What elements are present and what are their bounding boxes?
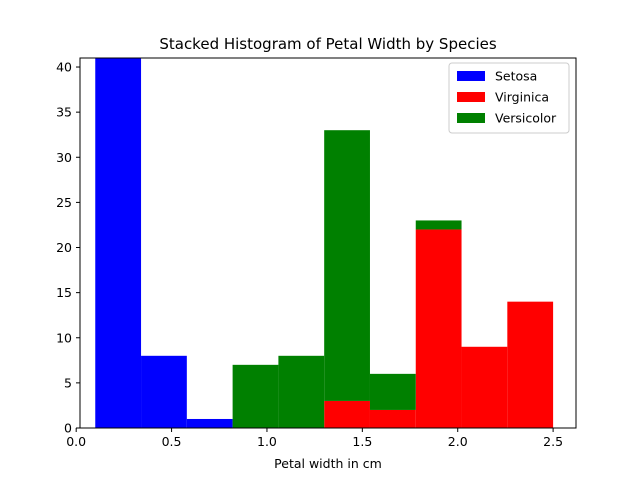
x-tick-label: 1.5 — [352, 434, 372, 449]
y-tick-label: 30 — [56, 150, 72, 165]
bar-versicolor-4 — [278, 355, 325, 428]
x-tick-label: 2.0 — [448, 434, 468, 449]
bar-virginica-5 — [324, 400, 370, 428]
legend-swatch-versicolor — [457, 113, 485, 123]
x-axis-label: Petal width in cm — [274, 456, 382, 471]
bars-group — [95, 58, 554, 428]
y-tick-label: 15 — [56, 285, 72, 300]
plot-frame — [79, 57, 577, 429]
legend-label-versicolor: Versicolor — [495, 111, 557, 126]
y-axis-ticks: 0 5 10 15 20 25 30 35 40 — [56, 60, 80, 436]
bar-versicolor-3 — [232, 364, 279, 428]
x-tick-label: 0.0 — [66, 434, 86, 449]
x-axis-ticks: 0.0 0.5 1.0 1.5 2.0 2.5 — [66, 428, 563, 449]
x-tick-label: 0.5 — [162, 434, 182, 449]
legend-swatch-setosa — [457, 71, 485, 81]
y-tick-label: 20 — [56, 240, 72, 255]
bar-virginica-9 — [507, 301, 554, 428]
bar-virginica-8 — [461, 346, 508, 428]
y-tick-label: 40 — [56, 60, 72, 75]
legend-label-virginica: Virginica — [495, 90, 549, 105]
bar-virginica-7 — [415, 229, 462, 428]
x-tick-label: 1.0 — [257, 434, 277, 449]
chart-title: Stacked Histogram of Petal Width by Spec… — [159, 35, 496, 53]
y-tick-label: 5 — [64, 375, 72, 390]
bar-virginica-6 — [369, 409, 416, 428]
y-tick-label: 10 — [56, 330, 72, 345]
legend: Setosa Virginica Versicolor — [448, 62, 570, 134]
bar-versicolor-7 — [415, 220, 462, 230]
y-tick-label: 25 — [56, 195, 72, 210]
y-tick-label: 0 — [64, 421, 72, 436]
y-tick-label: 35 — [56, 105, 72, 120]
bar-versicolor-6 — [369, 373, 416, 410]
bar-setosa-1 — [141, 355, 187, 428]
legend-label-setosa: Setosa — [495, 69, 537, 84]
bar-versicolor-5 — [324, 130, 370, 401]
x-tick-label: 2.5 — [543, 434, 563, 449]
bar-setosa-2 — [186, 418, 233, 428]
legend-swatch-virginica — [457, 92, 485, 102]
bar-setosa-0 — [95, 58, 142, 428]
